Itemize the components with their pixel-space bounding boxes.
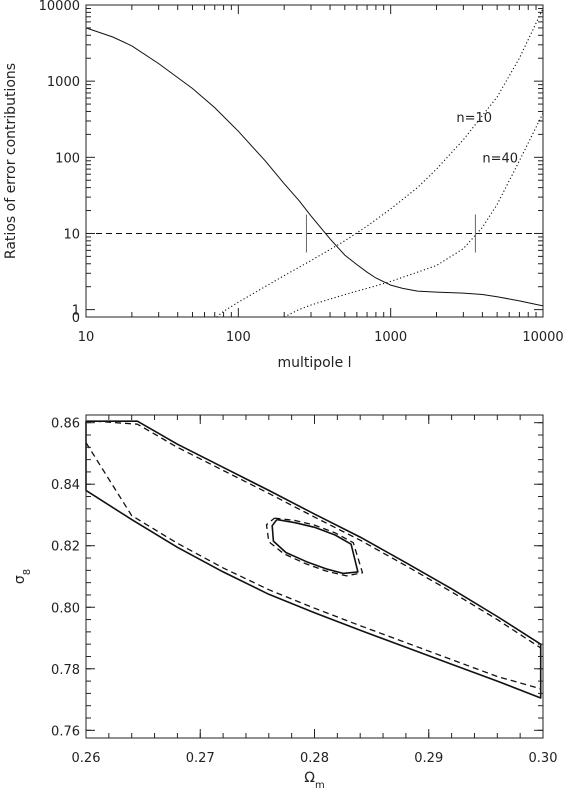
x-tick-label: 0.26	[72, 751, 101, 766]
contour-y-axis-label: σ8	[12, 569, 33, 584]
annotation-n40: n=40	[482, 152, 518, 167]
x-tick-label: 10	[78, 330, 95, 345]
y-tick-label: 0.80	[51, 601, 80, 616]
contour-series-1-line	[85, 420, 542, 690]
contour-curves	[85, 420, 542, 699]
contour-x-axis-label: Ωm	[304, 770, 324, 789]
contour-ticks: 0.26 0.27 0.28 0.29 0.30 0.76 0.78 0.80 0.82 0.84…	[51, 415, 557, 766]
x-tick-label: 0.27	[186, 751, 215, 766]
contour-series-2-line	[271, 518, 359, 575]
contour-panel: 0.26 0.27 0.28 0.29 0.30 0.76 0.78 0.80 0.82 0.84…	[12, 414, 557, 789]
error-ratio-panel: 10 100 1000 10000 01 10 100 1000 10000 multipole…	[3, 0, 564, 371]
y-tick-label: 0.84	[51, 478, 80, 493]
error-ratio-plot-frame	[85, 4, 544, 318]
error-ratio-curves	[85, 8, 544, 318]
x-tick-label: 1000	[374, 330, 407, 345]
x-tick-label: 100	[226, 330, 251, 345]
contour-plot-frame	[85, 414, 544, 739]
error-ratio-ticks: 10 100 1000 10000 01 10 100 1000 10000	[39, 0, 564, 345]
y-tick-label: 100	[55, 151, 80, 166]
error-ratio-series-1-line	[216, 8, 544, 318]
y-tick-label: 10	[63, 227, 80, 242]
annotation-n10: n=10	[456, 111, 492, 126]
error-ratio-series-0-line	[85, 27, 544, 307]
y-tick-label: 10000	[39, 0, 80, 14]
y-tick-label: 1	[72, 304, 80, 319]
y-tick-label: 0.78	[51, 663, 80, 678]
x-tick-label: 0.30	[529, 751, 558, 766]
y-tick-label: 0.82	[51, 540, 80, 555]
y-tick-label: 0.86	[51, 417, 80, 432]
contour-series-0-line	[85, 420, 542, 699]
x-tick-label: 0.29	[414, 751, 443, 766]
error-ratio-series-2-line	[283, 112, 544, 318]
x-tick-label: 10000	[522, 330, 563, 345]
error-ratio-y-axis-label: Ratios of error contributions	[3, 63, 19, 259]
error-ratio-x-axis-label: multipole l	[277, 355, 351, 371]
y-tick-label: 1000	[47, 75, 80, 90]
y-tick-label: 0	[72, 311, 80, 326]
contour-series-3-line	[265, 517, 364, 577]
x-tick-label: 0.28	[300, 751, 329, 766]
y-tick-label: 0.76	[51, 724, 80, 739]
